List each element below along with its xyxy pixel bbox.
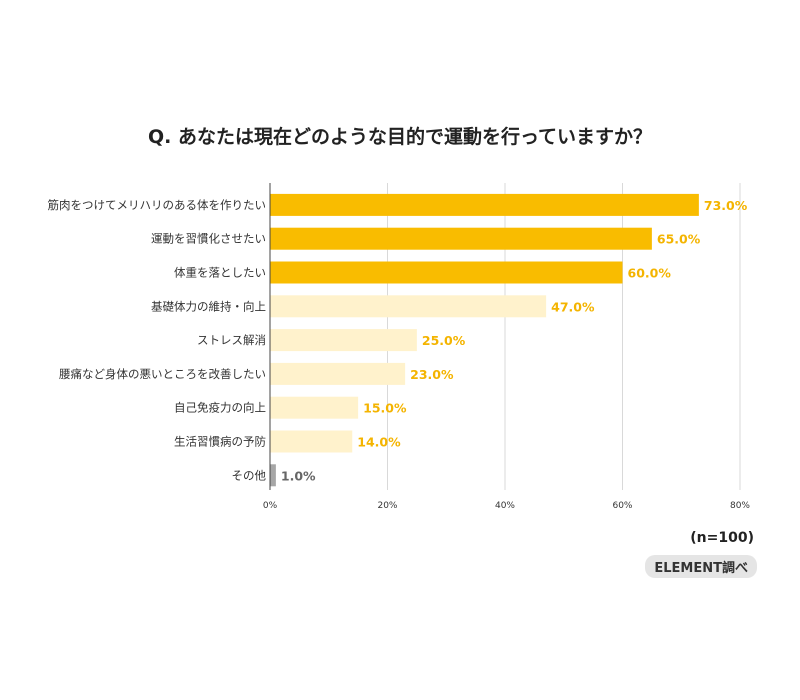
bar — [270, 362, 406, 385]
bar — [270, 295, 547, 318]
bar — [270, 193, 699, 216]
value-label: 73.0% — [704, 198, 748, 213]
category-label: ストレス解消 — [197, 333, 266, 347]
category-label: 生活習慣病の予防 — [174, 435, 266, 449]
x-tick-label: 40% — [495, 501, 515, 511]
category-label: 自己免疫力の向上 — [174, 401, 266, 415]
value-label: 25.0% — [422, 333, 466, 348]
chart-title: Q. あなたは現在どのような目的で運動を行っていますか？ — [147, 126, 653, 148]
bar — [270, 464, 276, 487]
category-label: 体重を落としたい — [174, 266, 266, 280]
value-label: 14.0% — [357, 435, 401, 450]
bar — [270, 329, 417, 352]
value-label: 65.0% — [657, 232, 701, 247]
x-tick-label: 60% — [612, 501, 632, 511]
value-label: 60.0% — [628, 266, 672, 281]
category-label: 運動を習慣化させたい — [151, 232, 266, 246]
value-label: 15.0% — [363, 401, 407, 416]
category-label: その他 — [232, 468, 267, 482]
value-label: 23.0% — [410, 367, 454, 382]
category-label: 腰痛など身体の悪いところを改善したい — [59, 367, 266, 381]
value-label: 1.0% — [281, 468, 316, 483]
x-tick-label: 0% — [263, 501, 278, 511]
value-label: 47.0% — [551, 299, 595, 314]
bar — [270, 227, 652, 250]
x-tick-label: 20% — [377, 501, 397, 511]
bar — [270, 396, 359, 419]
category-label: 基礎体力の維持・向上 — [151, 299, 266, 313]
x-tick-label: 80% — [730, 501, 750, 511]
sample-size-label: (n=100) — [690, 530, 754, 546]
category-label: 筋肉をつけてメリハリのある体を作りたい — [48, 198, 267, 212]
source-badge: ELEMENT調べ — [645, 555, 757, 578]
bar — [270, 261, 623, 284]
bar — [270, 430, 353, 453]
